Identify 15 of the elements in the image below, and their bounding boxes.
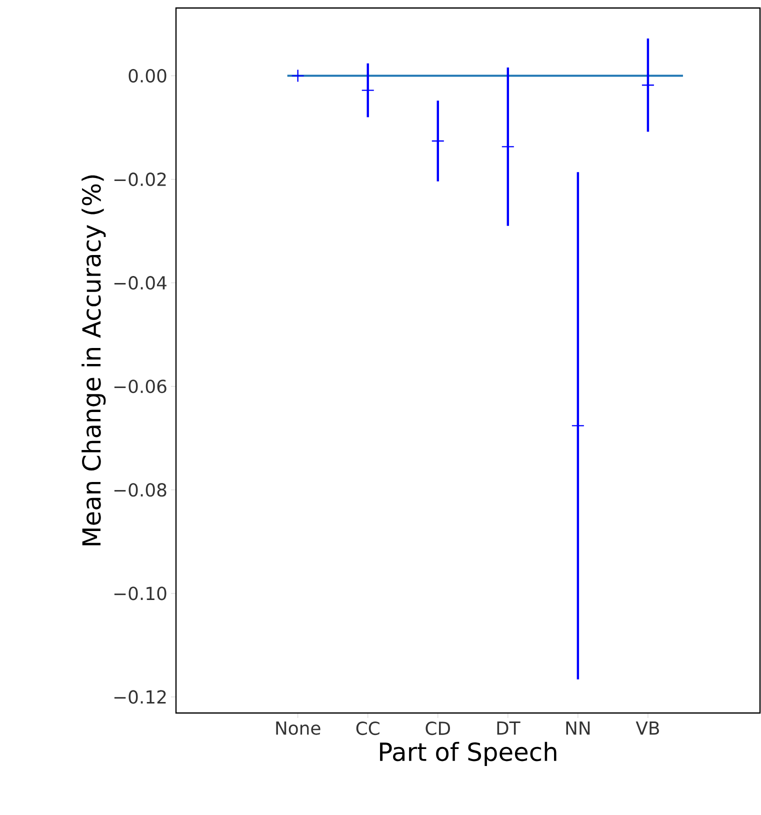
y-axis-title: Mean Change in Accuracy (%) [82, 175, 106, 546]
y-tick-label: −0.10 [114, 586, 166, 600]
x-axis-title: Part of Speech [380, 742, 556, 766]
x-tick-label: CC [356, 722, 380, 736]
x-tick-label: NN [566, 722, 590, 735]
y-tick-label: −0.04 [114, 276, 166, 290]
y-tick-label: −0.08 [114, 483, 166, 497]
y-tick-label: −0.02 [114, 172, 166, 186]
y-tick-label: 0.00 [128, 69, 166, 83]
x-tick-label: DT [497, 722, 520, 735]
x-tick-label: None [276, 722, 320, 735]
x-tick-label: CD [426, 722, 450, 736]
y-tick-label: −0.12 [114, 690, 166, 704]
y-tick-label: −0.06 [114, 380, 166, 394]
x-tick-label: VB [636, 722, 659, 735]
